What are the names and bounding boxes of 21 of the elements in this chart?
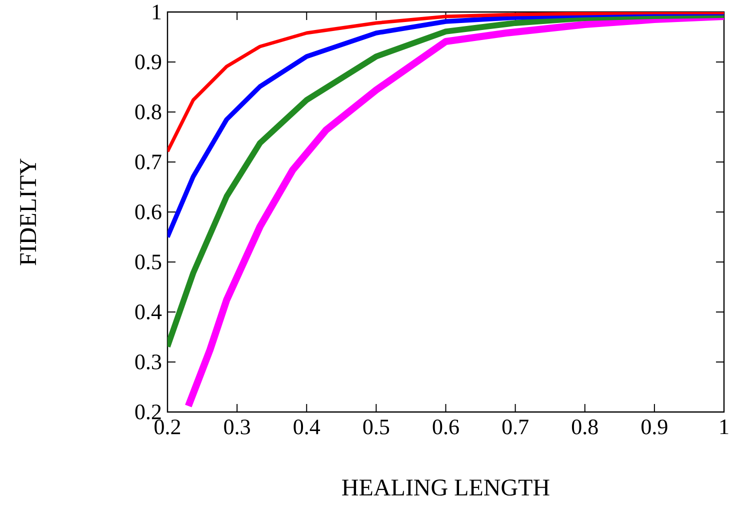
y-tick-label: 0.6 xyxy=(135,204,162,220)
y-tick-label: 0.3 xyxy=(135,354,162,370)
x-tick-label: 0.4 xyxy=(294,420,320,434)
y-tick-label: 0.4 xyxy=(135,304,162,320)
y-tick-label: 0.9 xyxy=(135,54,162,70)
x-tick-label: 1 xyxy=(720,420,728,434)
x-tick-label: 0.6 xyxy=(432,420,459,434)
x-tick-label: 0.8 xyxy=(572,420,598,434)
y-tick-label: 0.8 xyxy=(135,104,162,120)
y-tick-label: 0.7 xyxy=(135,154,162,170)
x-tick-label: 0.5 xyxy=(363,420,390,434)
x-tick-label: 0.7 xyxy=(502,420,528,434)
y-tick-label: 0.2 xyxy=(135,404,161,420)
line-series xyxy=(168,12,724,154)
y-tick-label: 0.5 xyxy=(135,254,162,270)
x-tick-label: 0.3 xyxy=(224,420,250,434)
y-axis-title: FIDELITY xyxy=(20,158,36,266)
x-axis-title: HEALING LENGTH xyxy=(342,480,550,496)
y-tick-label: 1 xyxy=(152,4,161,20)
x-tick-label: 0.9 xyxy=(642,420,668,434)
x-tick-label: 0.2 xyxy=(154,420,180,434)
